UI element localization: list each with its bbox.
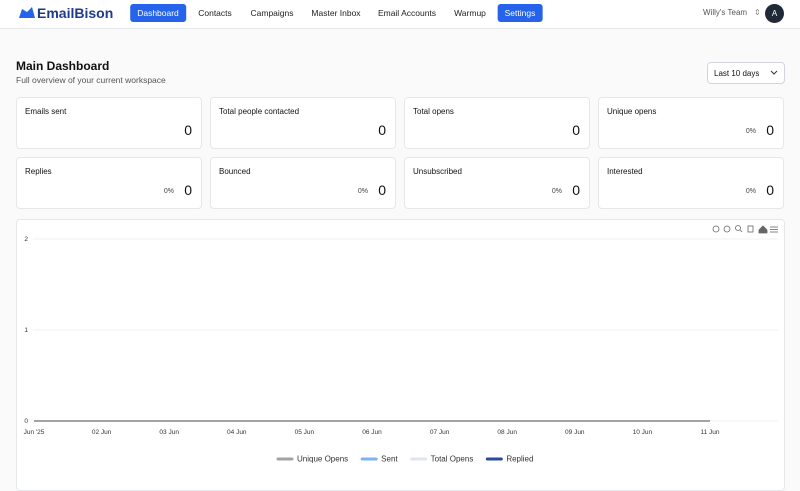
stat-value: 0: [572, 182, 580, 198]
stat-label: Unsubscribed: [413, 167, 462, 176]
legend-label[interactable]: Sent: [381, 455, 398, 464]
stat-percent: 0%: [745, 188, 756, 195]
x-tick-label: 10 Jun: [633, 429, 653, 436]
stat-value: 0: [378, 122, 386, 138]
nav-item[interactable]: Dashboard: [130, 4, 186, 22]
stat-card: Total opens 0: [404, 97, 590, 149]
stat-label: Emails sent: [25, 107, 67, 116]
x-tick-label: 07 Jun: [430, 429, 450, 436]
stat-percent: 0%: [745, 128, 756, 135]
stat-card: Unique opens 0 0%: [598, 97, 784, 149]
logo: EmailBison: [37, 5, 114, 21]
nav-item[interactable]: Master Inbox: [311, 8, 361, 18]
stat-label: Interested: [607, 167, 643, 176]
nav-item[interactable]: Warmup: [454, 8, 486, 18]
nav-item[interactable]: Settings: [497, 4, 543, 22]
x-tick-label: 11 Jun: [700, 429, 719, 436]
legend-label[interactable]: Unique Opens: [297, 455, 348, 464]
x-tick-label: 09 Jun: [565, 429, 585, 436]
stat-label: Bounced: [219, 167, 251, 176]
stat-value: 0: [184, 182, 192, 198]
team-caret: ⇕: [754, 8, 761, 17]
avatar[interactable]: A: [765, 4, 784, 23]
stat-value: 0: [572, 122, 580, 138]
chart-card: [16, 219, 785, 491]
stat-percent: 0%: [357, 188, 368, 195]
stat-value: 0: [766, 182, 774, 198]
stat-card: Unsubscribed 0 0%: [404, 157, 590, 209]
team-switcher[interactable]: Willy's Team: [703, 8, 748, 17]
y-tick-label: 2: [24, 236, 28, 243]
stat-percent: 0%: [163, 188, 174, 195]
logo-icon: [19, 7, 35, 18]
x-tick-label: Jun '25: [24, 429, 45, 436]
legend-label[interactable]: Replied: [506, 455, 533, 464]
x-tick-label: 04 Jun: [227, 429, 247, 436]
stat-label: Replies: [25, 167, 52, 176]
y-tick-label: 0: [24, 418, 28, 425]
page-subtitle: Full overview of your current workspace: [16, 75, 166, 85]
stat-label: Total people contacted: [219, 107, 300, 116]
caret: [770, 70, 778, 75]
nav-item[interactable]: Email Accounts: [377, 8, 437, 18]
nav-item[interactable]: Campaigns: [250, 8, 294, 18]
stat-card: Total people contacted 0: [210, 97, 396, 149]
range-select[interactable]: Last 10 days: [707, 62, 785, 84]
range-label: Last 10 days: [714, 69, 760, 78]
x-tick-label: 03 Jun: [159, 429, 179, 436]
x-tick-label: 08 Jun: [497, 429, 517, 436]
stat-value: 0: [378, 182, 386, 198]
chart: 0 1 2 Jun '25 02 Jun 03 Jun 04 Jun 05 Jun 06 Jun…: [24, 225, 778, 464]
page-title: Main Dashboard: [16, 59, 110, 73]
stat-card: Replies 0 0%: [16, 157, 202, 209]
stat-label: Unique opens: [607, 107, 657, 116]
stat-card: Bounced 0 0%: [210, 157, 396, 209]
stat-value: 0: [184, 122, 192, 138]
x-tick-label: 02 Jun: [92, 429, 112, 436]
stat-label: Total opens: [413, 107, 454, 116]
y-tick-label: 1: [24, 327, 28, 334]
nav-item[interactable]: Contacts: [198, 8, 232, 18]
x-tick-label: 06 Jun: [362, 429, 382, 436]
stat-card: Emails sent 0: [16, 97, 202, 149]
chart-toolbar[interactable]: [712, 225, 778, 234]
x-tick-label: 05 Jun: [295, 429, 315, 436]
stat-percent: 0%: [551, 188, 562, 195]
stat-value: 0: [766, 122, 774, 138]
legend-label[interactable]: Total Opens: [431, 455, 474, 464]
navbar: EmailBison Dashboard Contacts Campaigns Mas…: [0, 0, 800, 29]
stat-card: Interested 0 0%: [598, 157, 784, 209]
